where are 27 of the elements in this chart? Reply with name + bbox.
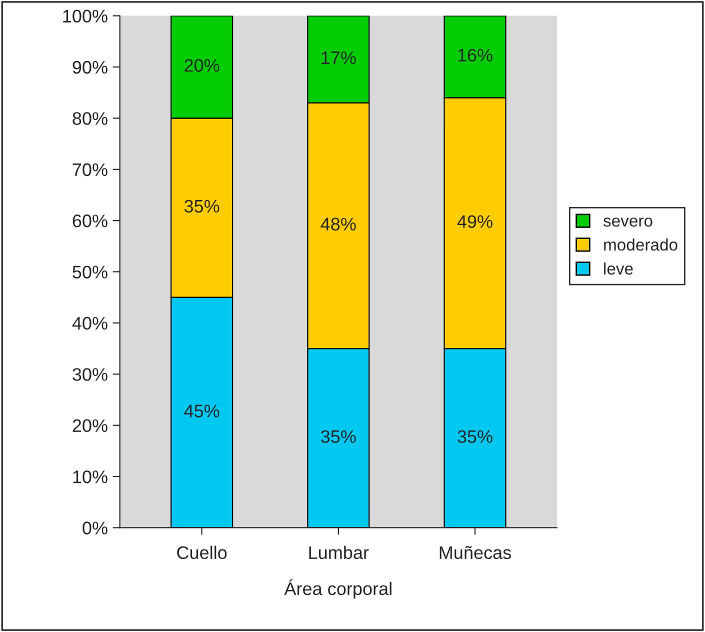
y-tick-label: 100% bbox=[63, 10, 108, 23]
y-tick-label: 40% bbox=[72, 316, 108, 330]
x-tick-label: Lumbar bbox=[309, 546, 369, 560]
data-label: 35% bbox=[458, 430, 492, 443]
data-label: 48% bbox=[320, 218, 356, 231]
data-label: 17% bbox=[322, 51, 356, 64]
data-label: 45% bbox=[184, 404, 220, 418]
x-axis-title: Área corporal bbox=[284, 579, 392, 599]
legend-label: moderado bbox=[604, 238, 678, 251]
y-tick-label: 80% bbox=[72, 112, 108, 125]
y-tick-label: 90% bbox=[72, 60, 108, 74]
legend-label: leve bbox=[604, 262, 633, 275]
data-label: 16% bbox=[458, 48, 492, 62]
y-tick-label: 70% bbox=[72, 163, 108, 176]
x-tick-label: Muñecas bbox=[440, 546, 511, 560]
data-label: 35% bbox=[184, 200, 220, 213]
y-tick-label: 0% bbox=[82, 522, 108, 534]
y-tick-label: 10% bbox=[73, 470, 108, 484]
data-label: 20% bbox=[184, 59, 220, 72]
y-tick-label: 60% bbox=[72, 214, 108, 228]
y-tick-label: 50% bbox=[72, 266, 108, 278]
data-label: 35% bbox=[321, 430, 356, 443]
legend-label: severo bbox=[603, 218, 652, 227]
x-tick-label: Cuello bbox=[177, 546, 227, 560]
data-label: 49% bbox=[457, 215, 492, 228]
y-tick-label: 30% bbox=[72, 368, 108, 381]
y-tick-label: 20% bbox=[72, 419, 108, 432]
